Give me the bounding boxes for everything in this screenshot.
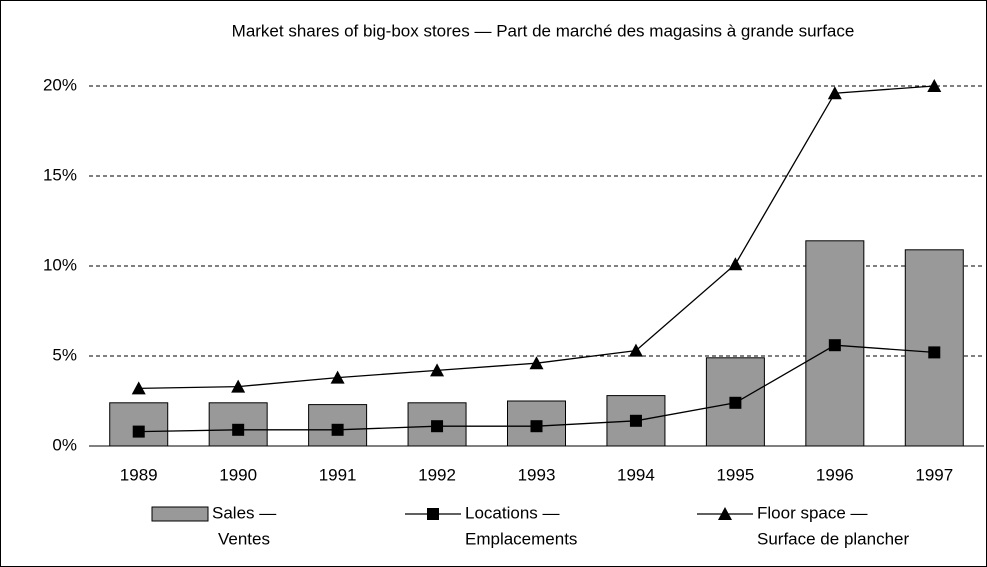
marker [828, 339, 841, 352]
x-tick-label: 1997 [915, 465, 953, 484]
y-tick-label: 5% [52, 345, 77, 364]
x-tick-label: 1994 [617, 465, 655, 484]
legend-label: Ventes [218, 529, 270, 548]
legend-label: Floor space — [757, 503, 868, 522]
y-tick-label: 20% [43, 75, 77, 94]
marker [628, 343, 643, 357]
marker [231, 379, 246, 393]
legend-label: Sales — [212, 503, 276, 522]
marker [629, 414, 642, 427]
marker [331, 423, 344, 436]
x-tick-label: 1990 [219, 465, 257, 484]
x-tick-label: 1995 [716, 465, 754, 484]
marker [530, 420, 543, 433]
x-tick-label: 1993 [518, 465, 556, 484]
legend-swatch [151, 506, 209, 522]
legend-marker [427, 508, 439, 520]
y-tick-label: 0% [52, 435, 77, 454]
x-tick-label: 1991 [319, 465, 357, 484]
marker [529, 356, 544, 370]
x-tick-label: 1992 [418, 465, 456, 484]
legend-label: Locations — [465, 503, 560, 522]
chart-title: Market shares of big-box stores — Part d… [232, 21, 855, 40]
marker [430, 363, 445, 377]
marker [232, 423, 245, 436]
marker [330, 370, 345, 384]
marker [729, 396, 742, 409]
marker [928, 346, 941, 359]
marker [131, 381, 146, 395]
bar [507, 400, 566, 447]
x-tick-label: 1996 [816, 465, 854, 484]
bar [109, 402, 169, 447]
x-tick-label: 1989 [120, 465, 158, 484]
marker [827, 86, 842, 100]
y-tick-label: 10% [43, 255, 77, 274]
marker [132, 425, 145, 438]
legend-label: Emplacements [465, 529, 577, 548]
marker [728, 257, 743, 271]
legend-label: Surface de plancher [757, 529, 909, 548]
marker [927, 79, 942, 92]
y-tick-label: 15% [43, 165, 77, 184]
marker [431, 420, 444, 433]
legend-marker [718, 507, 732, 520]
